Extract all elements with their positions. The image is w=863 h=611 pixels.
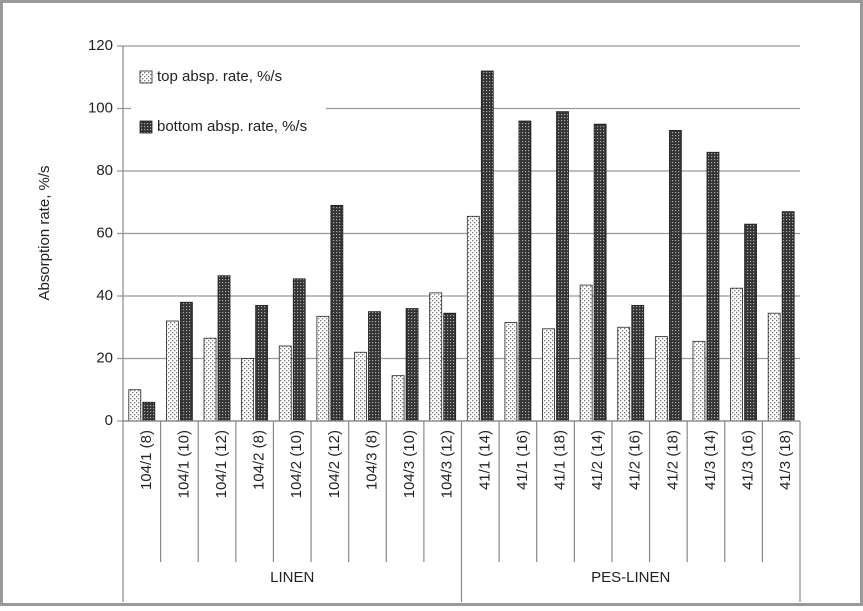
bar: [668, 129, 682, 422]
bar: [654, 336, 668, 422]
bar: [744, 223, 757, 422]
y-tick-label: 20: [96, 349, 113, 366]
bar: [556, 111, 569, 422]
bar: [354, 351, 367, 422]
legend-label: top absp. rate, %/s: [157, 68, 282, 85]
bar: [316, 315, 330, 422]
bar: [692, 340, 706, 422]
bar: [255, 304, 269, 422]
legend-label: bottom absp. rate, %/s: [157, 118, 307, 135]
bar: [142, 401, 156, 422]
x-tick-label: 104/1 (10): [175, 430, 192, 498]
x-tick-label: 104/3 (12): [439, 430, 456, 498]
x-tick-label: 41/3 (16): [740, 430, 757, 490]
x-tick-label: 41/2 (16): [627, 430, 644, 490]
bar: [443, 312, 457, 422]
bar: [405, 308, 419, 422]
bar: [241, 358, 255, 422]
x-tick-label: 41/1 (18): [551, 430, 568, 490]
y-tick-label: 40: [96, 287, 113, 304]
x-tick-label: 104/2 (12): [326, 430, 343, 498]
bar: [292, 278, 306, 422]
bar: [542, 328, 555, 422]
bar: [631, 304, 645, 422]
y-axis-label: Absorption rate, %/s: [36, 165, 53, 300]
y-tick-label: 80: [96, 162, 113, 179]
group-label: PES-LINEN: [591, 569, 670, 586]
y-tick-label: 0: [105, 412, 113, 429]
bar: [330, 204, 344, 422]
x-tick-label: 41/2 (18): [664, 430, 681, 490]
bar: [480, 70, 494, 422]
x-tick-label: 41/3 (14): [702, 430, 719, 490]
bar: [518, 120, 532, 422]
bar: [504, 322, 518, 422]
x-tick-label: 41/3 (18): [777, 430, 794, 490]
bar: [730, 287, 743, 422]
legend-swatch: [139, 70, 153, 84]
legend-box: [131, 58, 326, 146]
x-tick-label: 41/1 (14): [476, 430, 493, 490]
y-tick-label: 120: [88, 37, 113, 54]
x-tick-label: 104/3 (10): [401, 430, 418, 498]
x-tick-label: 104/2 (10): [288, 430, 305, 498]
x-tick-label: 104/1 (12): [213, 430, 230, 498]
bar: [579, 284, 593, 422]
bar: [706, 151, 720, 422]
bar: [128, 389, 142, 422]
bar: [203, 337, 217, 422]
y-tick-label: 100: [88, 99, 113, 116]
x-tick-label: 41/2 (14): [589, 430, 606, 490]
bar: [368, 311, 381, 422]
bar: [278, 345, 292, 422]
x-tick-label: 41/1 (16): [514, 430, 531, 490]
bar: [217, 275, 231, 422]
x-tick-label: 104/1 (8): [138, 430, 155, 490]
bar: [617, 326, 631, 422]
bar: [466, 215, 480, 422]
x-tick-label: 104/3 (8): [363, 430, 380, 490]
bar: [429, 292, 443, 422]
bar: [391, 375, 405, 422]
bar: [781, 211, 795, 422]
x-tick-label: 104/2 (8): [251, 430, 268, 490]
group-label: LINEN: [270, 569, 314, 586]
bar: [593, 123, 607, 422]
legend-swatch: [139, 120, 153, 134]
bar: [166, 320, 179, 422]
y-tick-label: 60: [96, 224, 113, 241]
bar: [180, 301, 193, 422]
bar: [767, 312, 781, 422]
